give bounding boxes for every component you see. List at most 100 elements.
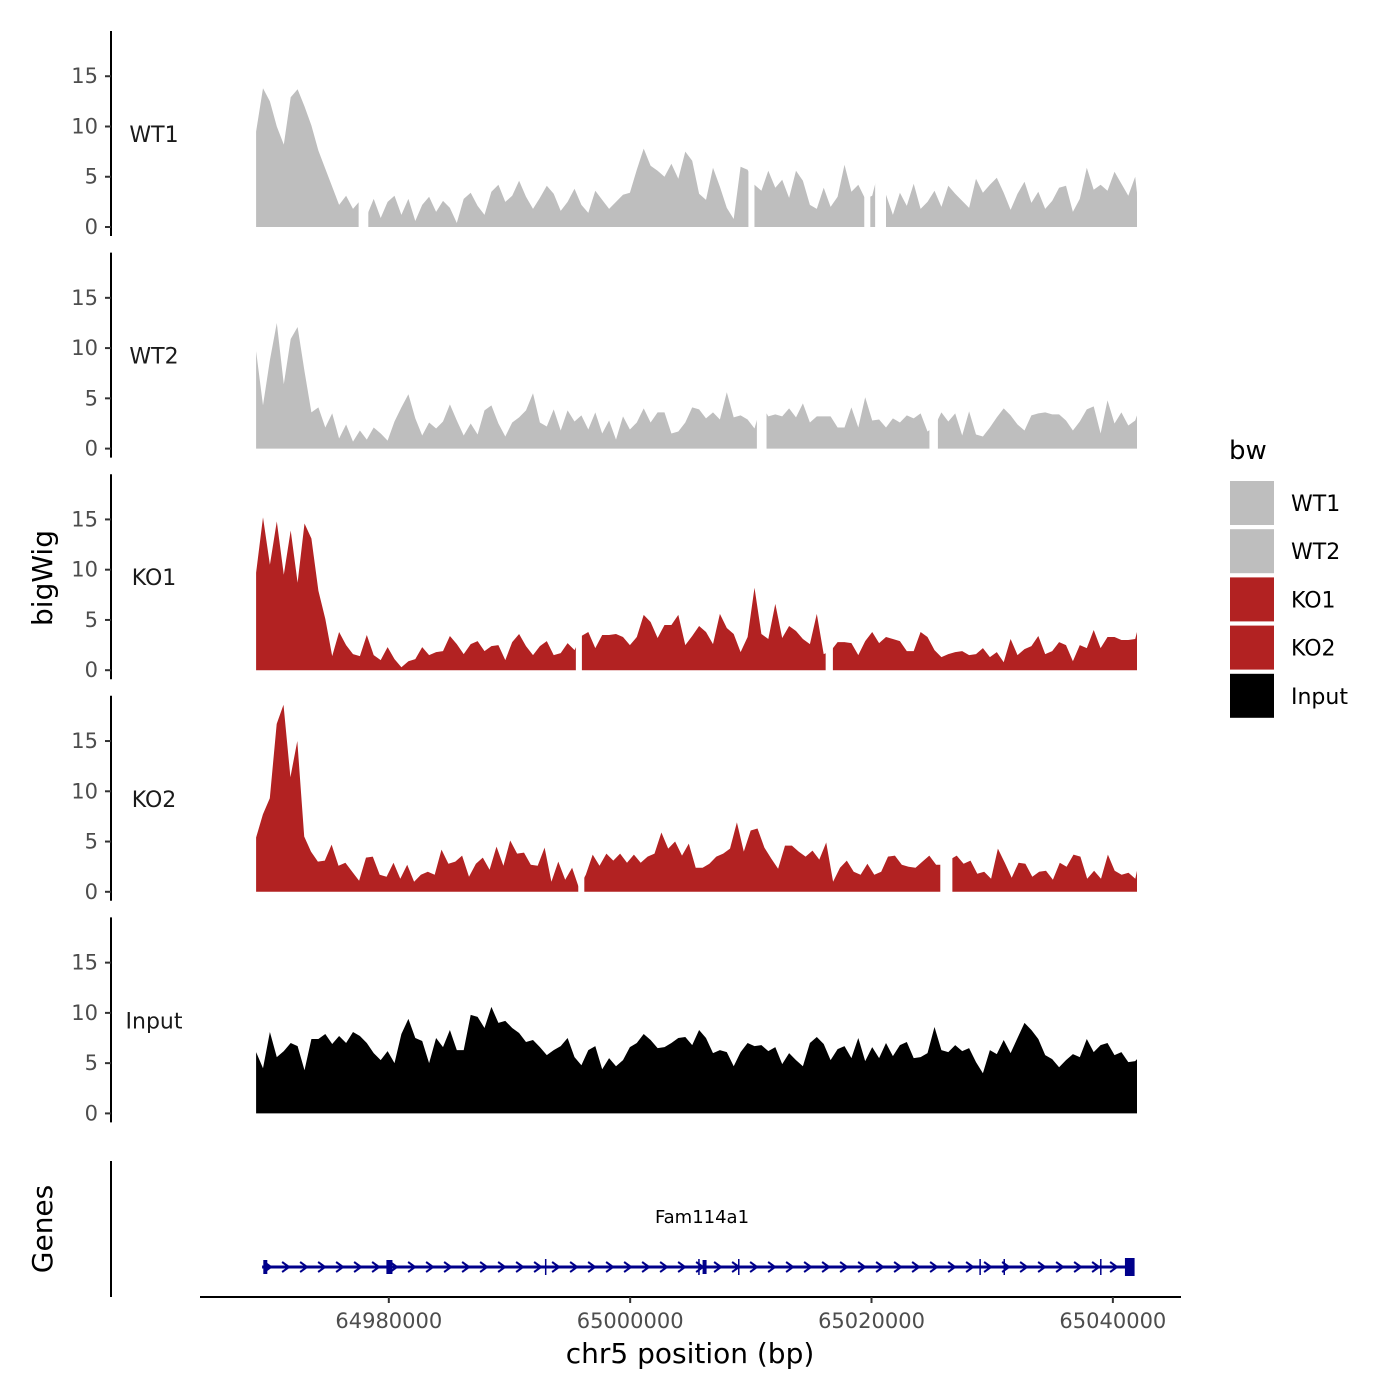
coverage-gap [929,252,938,450]
track-label-ko2: KO2 [132,788,177,813]
y-tick-label: 10 [71,114,98,138]
panel-ko2: 0 5 10 15 KO2 [71,695,1138,904]
panel-wt2: 0 5 10 15 WT2 [71,252,1138,461]
y-tick-label: 15 [71,507,98,531]
strand-arrow [893,1261,903,1273]
coverage-gap [875,31,886,228]
strand-arrow [407,1261,417,1273]
strand-arrow [911,1261,921,1273]
coverage-gap [575,474,582,672]
x-tick-label: 65040000 [1059,1309,1166,1333]
strand-arrow [623,1261,633,1273]
y-tick-label: 5 [85,608,98,632]
x-tick-label: 64980000 [335,1309,442,1333]
y-tick-label: 15 [71,951,98,975]
y-tick-label: 0 [85,880,98,904]
strand-arrow [749,1261,759,1273]
strand-arrow [497,1261,507,1273]
strand-arrow [983,1261,993,1273]
legend-swatch [1230,481,1274,525]
legend-swatch [1230,529,1274,574]
exon-block [263,1260,268,1274]
y-tick-label: 0 [85,658,98,682]
x-axis-ticks: 64980000 65000000 65020000 65040000 [335,1297,1166,1333]
y-tick-label: 15 [71,729,98,753]
legend: bw WT1 WT2 KO1 KO2 Input [1229,436,1348,718]
track-label-ko1: KO1 [132,566,177,591]
legend-items: WT1 WT2 KO1 KO2 Input [1230,481,1348,718]
strand-arrow [839,1261,849,1273]
y-tick-label: 10 [71,336,98,360]
legend-swatch [1230,625,1274,670]
strand-arrow [677,1261,687,1273]
legend-title: bw [1229,436,1267,466]
y-tick-label: 5 [85,165,98,189]
strand-arrow [389,1261,399,1273]
strand-arrow [587,1261,597,1273]
coverage-gap [756,252,767,450]
panel-ko1: 0 5 10 15 KO1 [71,474,1138,682]
coverage-gap [940,695,953,893]
strand-arrow [929,1261,939,1273]
track-label-input: Input [126,1009,183,1034]
strand-arrow [947,1261,957,1273]
strand-arrow [1055,1261,1065,1273]
legend-swatch [1230,673,1274,718]
y-tick-label: 0 [85,437,98,461]
strand-arrow [443,1261,453,1273]
y-tick-label: 10 [71,779,98,803]
gene-track-title: Genes [26,1185,59,1273]
bigwig-panels: 0 5 10 15 WT1 0 5 10 15 WT2 0 5 10 15 KO1 0 5 10 15 KO2 0 5 10… [71,31,1138,1125]
legend-item-ko1: KO1 [1230,577,1336,622]
x-tick-label: 65000000 [577,1309,684,1333]
gene-track-panel: Genes Fam114a1 [26,1161,1135,1297]
y-tick-label: 5 [85,830,98,854]
strand-arrow [281,1261,291,1273]
strand-arrow [713,1261,723,1273]
panel-input: 0 5 10 15 Input [71,917,1138,1125]
strand-arrow [551,1261,561,1273]
strand-arrow [641,1261,651,1273]
y-tick-label: 10 [71,558,98,582]
strand-arrow [335,1261,345,1273]
legend-label: KO2 [1291,637,1336,662]
strand-arrow [1037,1261,1047,1273]
legend-label: Input [1291,685,1348,710]
exon-block [1124,1258,1135,1276]
panel-wt1: 0 5 10 15 WT1 [71,31,1138,239]
strand-arrow [785,1261,795,1273]
legend-label: WT2 [1291,540,1340,565]
y-tick-label: 5 [85,1051,98,1075]
y-tick-label: 0 [85,215,98,239]
strand-arrow [875,1261,885,1273]
area-input [256,1006,1138,1114]
legend-item-wt2: WT2 [1230,529,1340,574]
legend-label: KO1 [1291,588,1336,613]
strand-arrow [803,1261,813,1273]
area-wt1 [256,88,1138,227]
x-tick-label: 65020000 [818,1309,925,1333]
y-tick-label: 0 [85,1101,98,1125]
legend-item-wt1: WT1 [1230,481,1340,525]
y-tick-label: 15 [71,286,98,310]
x-axis: 64980000 65000000 65020000 65040000 chr5 po… [200,1296,1181,1370]
strand-arrow [479,1261,489,1273]
strand-arrow [1019,1261,1029,1273]
strand-arrow [371,1261,381,1273]
x-axis-title: chr5 position (bp) [566,1337,815,1370]
legend-item-ko2: KO2 [1230,625,1336,670]
strand-arrow [461,1261,471,1273]
strand-arrow [353,1261,363,1273]
coverage-gap [748,31,755,228]
strand-arrow [1109,1261,1119,1273]
area-wt2 [256,323,1138,449]
strand-arrow [317,1261,327,1273]
track-label-wt1: WT1 [129,123,178,148]
strand-arrow [515,1261,525,1273]
legend-swatch [1230,577,1274,622]
gene-name-label: Fam114a1 [655,1207,749,1228]
area-ko2 [256,704,1138,892]
track-label-wt2: WT2 [129,345,178,370]
exon-block [702,1260,707,1274]
